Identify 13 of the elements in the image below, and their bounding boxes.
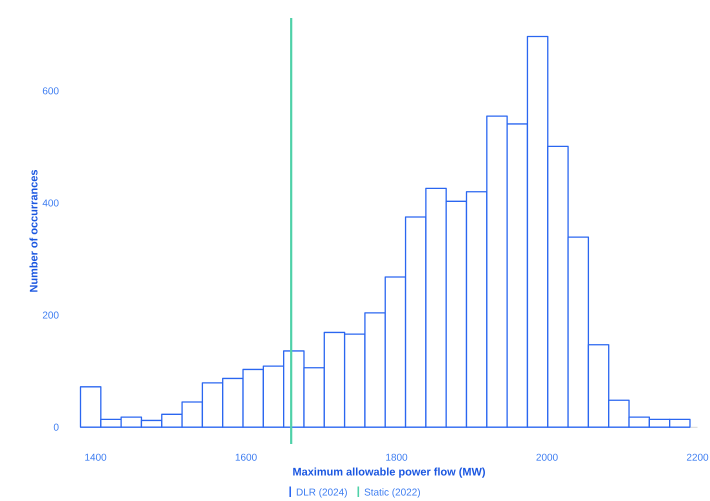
legend-label: Static (2022) — [364, 488, 420, 498]
y-tick-label: 0 — [54, 424, 59, 431]
y-tick-label: 600 — [42, 87, 59, 94]
x-tick-label: 1600 — [236, 454, 257, 461]
y-axis-title: Number of occurrances — [29, 170, 38, 292]
y-tick-label: 400 — [42, 199, 59, 206]
y-tick-label: 200 — [42, 312, 59, 319]
x-tick-label: 1400 — [85, 454, 106, 461]
legend-label: DLR (2024) — [296, 488, 347, 498]
x-tick-label: 1800 — [386, 454, 408, 461]
x-tick-label: 2200 — [686, 454, 708, 461]
x-axis-title: Maximum allowable power flow (MW) — [293, 468, 485, 478]
x-tick-label: 2000 — [536, 454, 558, 461]
